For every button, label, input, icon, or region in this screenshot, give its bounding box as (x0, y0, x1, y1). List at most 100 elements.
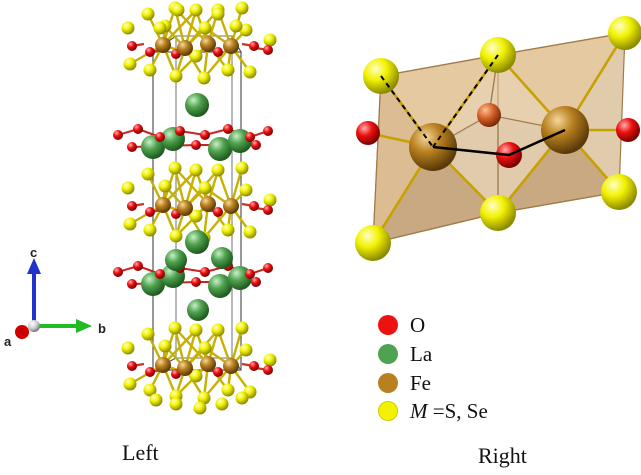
solid-angle-line (432, 128, 566, 157)
chalcogen-atom (235, 1, 249, 15)
chalcogen-atom (221, 63, 235, 77)
chalcogen-atom (123, 57, 137, 71)
chalcogen-atom (189, 49, 203, 63)
oxygen-atom (133, 124, 143, 134)
chalcogen-atom (143, 223, 157, 237)
axis-b-arrow-icon (76, 319, 92, 333)
chalcogen-atom (235, 161, 249, 175)
chalcogen-atom (141, 327, 155, 341)
iron-atom (155, 37, 171, 53)
oxygen-atom (145, 367, 155, 377)
iron-atom (200, 36, 216, 52)
lanthanum-atom (208, 274, 232, 298)
iron-atom (200, 196, 216, 212)
chalcogen-atom (239, 343, 253, 357)
polyhedra-detail (355, 16, 641, 261)
chalcogen-atom (169, 397, 183, 411)
chalcogen-atom (198, 181, 212, 195)
chalcogen-atom (141, 167, 155, 181)
chalcogen-atom (211, 7, 225, 21)
chalcogen-atom (123, 377, 137, 391)
iron-atom (200, 356, 216, 372)
chalcogen-atom (168, 161, 182, 175)
oxygen-atom (127, 361, 137, 371)
oxygen-atom (191, 140, 201, 150)
legend-label: M =S, Se (410, 399, 488, 424)
chalcogen-atom (235, 391, 249, 405)
chalcogen-atom (189, 369, 203, 383)
oxygen-atom (133, 261, 143, 271)
chalcogen-atom (235, 321, 249, 335)
chalcogen-atom (211, 323, 225, 337)
iron-atom (177, 360, 193, 376)
chalcogen-atom (198, 21, 212, 35)
chalcogen-atom (263, 33, 277, 47)
oxygen-atom (263, 263, 273, 273)
dashed-distance-line (380, 75, 434, 148)
oxygen-atom (223, 124, 233, 134)
oxygen-atom (263, 45, 273, 55)
oxygen-atom (249, 41, 259, 51)
chalcogen-atom (239, 23, 253, 37)
oxygen-atom (477, 103, 501, 127)
lanthanum-atom (211, 247, 233, 269)
chalcogen-atom (158, 179, 172, 193)
bond-lines (117, 7, 269, 399)
lanthanum-atom (187, 299, 209, 321)
lanthanum-swatch-icon (378, 344, 398, 364)
chalcogen-atom (239, 183, 253, 197)
legend-label: La (410, 341, 433, 366)
chalcogen-atom (141, 7, 155, 21)
chalcogen-atom (123, 217, 137, 231)
oxygen-atom (145, 207, 155, 217)
chalcogen-atom (263, 193, 277, 207)
chalcogen-atom (153, 21, 167, 35)
oxygen-atom (251, 140, 261, 150)
chalcogen-atom (169, 229, 183, 243)
axis-origin (28, 320, 40, 332)
iron-atom (223, 38, 239, 54)
legend-label: Fe (410, 370, 431, 395)
dashed-distance-line (432, 54, 499, 148)
oxygen-atom (127, 279, 137, 289)
oxygen-atom (263, 126, 273, 136)
fe-m-bond (174, 167, 209, 205)
oxygen-atom (155, 132, 165, 142)
chalcogen-atom (193, 401, 207, 415)
chalcogen-atom (121, 341, 135, 355)
oxygen-atom (263, 365, 273, 375)
chalcogen-atom (121, 181, 135, 195)
iron-swatch-icon (378, 373, 398, 393)
oxygen-atom (213, 367, 223, 377)
axis-label-b: b (98, 321, 106, 336)
oxygen-atom (155, 269, 165, 279)
chalcogen-atom (263, 353, 277, 367)
chalcogen-atom (197, 391, 211, 405)
oxygen-atom (356, 121, 380, 145)
caption-left: Left (122, 440, 159, 465)
oxygen-atom (249, 361, 259, 371)
chalcogen-atom (480, 195, 516, 231)
axis-c-arrow-icon (27, 258, 41, 274)
oxygen-atom (200, 130, 210, 140)
chalcogen-atom (229, 19, 243, 33)
axis-triad (15, 258, 92, 339)
lanthanum-atom (165, 249, 187, 271)
chalcogen-atom (243, 225, 257, 239)
oxygen-atom (213, 207, 223, 217)
iron-atom (223, 198, 239, 214)
chalcogen-atom (143, 383, 157, 397)
axis-label-a: a (4, 334, 12, 349)
chalcogen-atom (355, 225, 391, 261)
chalcogen-atom (608, 16, 641, 50)
chalcogen-swatch-icon (378, 401, 398, 421)
legend-item-oxygen: O (378, 313, 425, 337)
chalcogen-atom (171, 3, 185, 17)
chalcogen-atom (601, 174, 637, 210)
lanthanum-atom (208, 137, 232, 161)
oxygen-atom (127, 41, 137, 51)
chalcogen-atom (221, 383, 235, 397)
chalcogen-atom (189, 323, 203, 337)
atoms (113, 1, 277, 415)
chalcogen-atom (243, 65, 257, 79)
